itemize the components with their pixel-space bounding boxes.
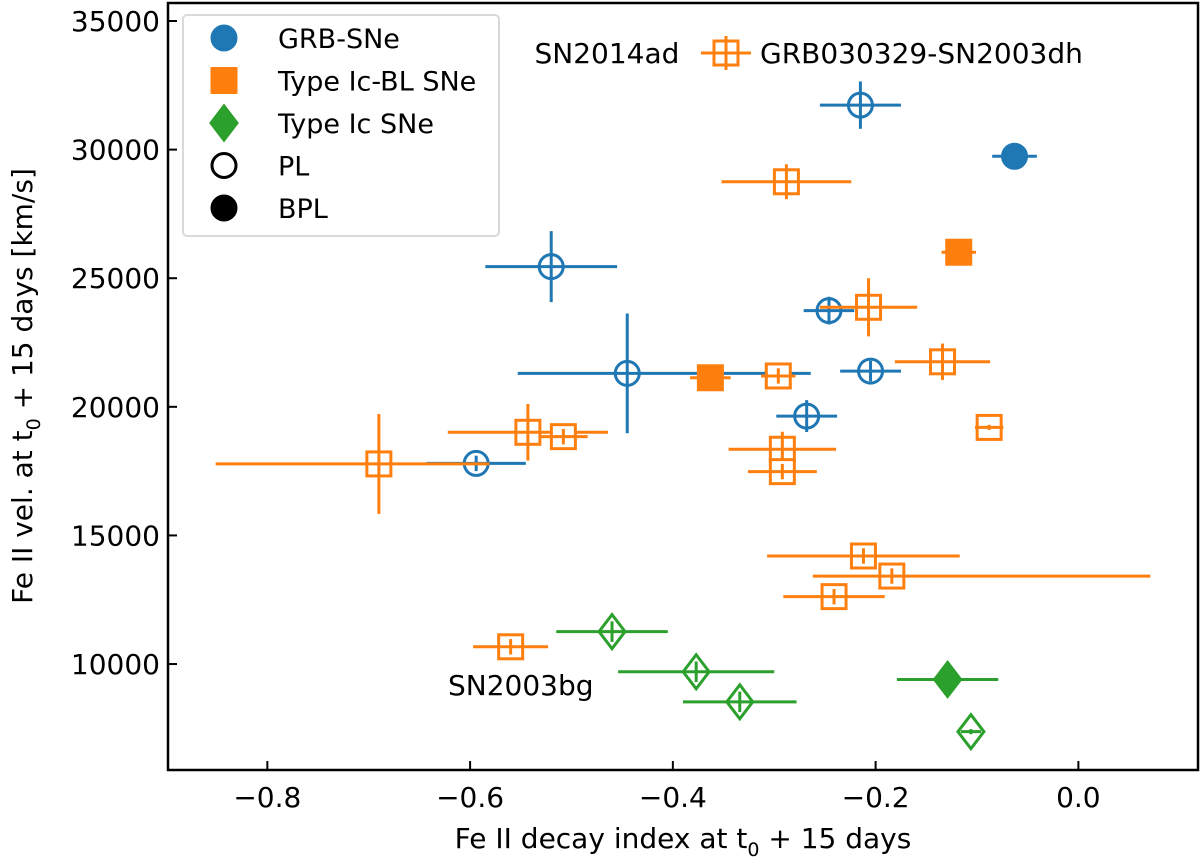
x-tick-label: −0.4 (639, 781, 707, 814)
data-point (896, 659, 999, 699)
data-point (761, 362, 796, 390)
x-tick-label: −0.6 (436, 781, 504, 814)
y-tick-label: 30000 (71, 134, 160, 167)
data-point (447, 403, 608, 461)
data-point (974, 413, 1004, 441)
data-point (721, 164, 852, 200)
data-point (767, 542, 960, 570)
legend-label: Type Ic SNe (277, 109, 434, 140)
data-point (776, 400, 838, 433)
data-point (683, 682, 797, 722)
legend-label: GRB-SNe (278, 24, 400, 55)
legend-entry: Type Ic SNe (209, 103, 434, 143)
y-tick-label: 20000 (71, 391, 160, 424)
data-point (803, 296, 855, 325)
data-point (690, 364, 731, 392)
data-point (517, 313, 811, 434)
circle-marker (1001, 142, 1029, 170)
data-point (556, 612, 668, 652)
x-tick-label: −0.2 (842, 781, 910, 814)
data-point (840, 357, 901, 385)
data-point (992, 142, 1037, 170)
data-point (819, 278, 918, 337)
legend-square-marker (210, 67, 238, 94)
data-point (819, 81, 901, 129)
y-tick-label: 10000 (71, 648, 160, 681)
legend-label: BPL (278, 194, 328, 225)
x-tick-label: −0.8 (233, 781, 301, 814)
data-point (956, 712, 986, 752)
legend-label: Type Ic-BL SNe (277, 67, 476, 98)
square-marker (696, 364, 724, 392)
legend-diamond-marker (209, 103, 239, 143)
legend-circle-marker (210, 152, 238, 179)
data-point (783, 583, 885, 611)
data-point (618, 652, 775, 692)
data-point (941, 238, 976, 266)
data-point (747, 458, 817, 486)
axis-ticks: −0.8 −0.6 −0.4 −0.2 0.0 10000 15000 20000 25000 3… (71, 5, 1101, 814)
legend-box (182, 14, 500, 237)
second-legend-label: GRB030329-SN2003dh (760, 37, 1083, 70)
x-tick-label: 0.0 (1056, 781, 1101, 814)
legend-circle-marker (210, 194, 238, 222)
y-axis-label: Fe II vel. at t0 + 15 days [km/s] (6, 168, 45, 604)
x-axis-label: Fe II decay index at t0 + 15 days (455, 822, 912, 858)
annotation-label: SN2014ad (535, 37, 680, 70)
data-point (485, 231, 618, 303)
data-point (728, 431, 837, 467)
legend: GRB-SNe Type Ic-BL SNe Type Ic SNe PL BPL (182, 14, 500, 237)
data-point (812, 562, 1151, 590)
legend-entry: Type Ic-BL SNe (210, 67, 476, 98)
legend-entry: PL (210, 152, 309, 183)
data-point (215, 414, 490, 514)
legend-entry: GRB-SNe (210, 24, 400, 55)
plot-frame (166, 1, 1200, 772)
legend-entry: BPL (210, 194, 328, 225)
legend-label: PL (278, 152, 309, 183)
annotation-label: SN2003bg (448, 669, 594, 702)
square-marker (945, 238, 973, 266)
legend-circle-marker (210, 24, 238, 52)
data-point (539, 423, 588, 451)
y-tick-label: 35000 (71, 5, 160, 38)
second-legend-entry: GRB030329-SN2003dh (701, 36, 1083, 70)
y-tick-label: 25000 (71, 262, 160, 295)
diamond-marker (932, 659, 963, 699)
data-marks (215, 81, 1151, 752)
data-point (894, 343, 991, 381)
y-tick-label: 15000 (71, 519, 160, 552)
annotations: SN2014ad SN2003bg GRB030329-SN2003dh (448, 36, 1083, 702)
data-point (473, 633, 549, 661)
